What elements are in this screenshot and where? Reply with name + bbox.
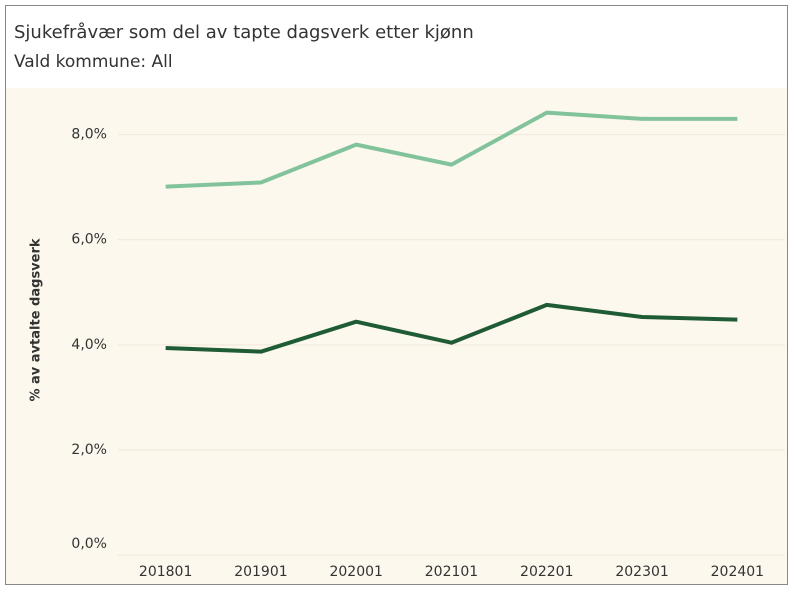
plot-background	[6, 88, 787, 584]
x-tick-label: 201901	[234, 564, 287, 580]
x-tick-label: 202201	[520, 564, 573, 580]
x-tick-label: 202401	[711, 564, 764, 580]
chart-subtitle: Vald kommune: All	[14, 52, 173, 72]
y-tick-label: 2,0%	[71, 442, 107, 458]
y-tick-label: 8,0%	[71, 127, 107, 143]
series-line	[165, 302, 738, 354]
chart-title: Sjukefråvær som del av tapte dagsverk et…	[14, 22, 474, 43]
y-tick-label: 6,0%	[71, 232, 107, 248]
y-tick-label: 4,0%	[71, 337, 107, 353]
series-line	[165, 110, 738, 189]
x-tick-label: 202001	[329, 564, 382, 580]
y-tick-label: 0,0%	[71, 536, 107, 552]
y-axis-label: % av avtalte dagsverk	[29, 238, 44, 401]
x-tick-label: 202101	[425, 564, 478, 580]
x-tick-label: 202301	[615, 564, 668, 580]
x-tick-label: 201801	[139, 564, 192, 580]
